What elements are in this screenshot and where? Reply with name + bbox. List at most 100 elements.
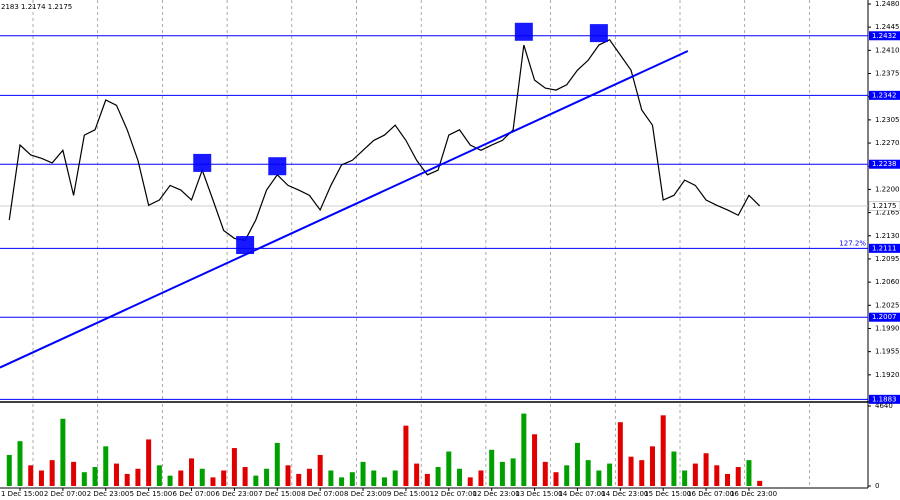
volume-bar — [221, 470, 227, 486]
volume-bar — [71, 461, 77, 486]
volume-bar — [457, 468, 463, 486]
volume-bar — [489, 449, 495, 486]
volume-bar — [746, 460, 752, 486]
trendline — [0, 50, 689, 369]
volume-bar — [403, 425, 409, 486]
volume-bar — [274, 442, 280, 486]
y-tick-label: 0 — [875, 482, 879, 490]
current-price-box — [868, 201, 900, 211]
y-tick-label: 1.2305 — [875, 116, 900, 124]
level-label: 1.2238 — [872, 160, 897, 168]
volume-bar — [564, 465, 570, 486]
volume-bar — [81, 472, 87, 486]
x-tick-label: 12 Dec 23:00 — [473, 490, 520, 498]
volume-bar — [424, 473, 430, 486]
volume-bar — [253, 475, 259, 486]
header-prices: 2183 1.2174 1.2175 — [1, 3, 72, 11]
volume-bar — [371, 470, 377, 486]
volume-bar — [414, 463, 420, 486]
volume-bar — [521, 413, 527, 486]
y-tick-label: 1.2445 — [875, 23, 900, 31]
x-tick-label: 7 Dec 15:00 — [258, 490, 301, 498]
volume-bar — [510, 458, 516, 486]
y-tick-label: 1.2410 — [875, 46, 900, 54]
x-tick-label: 13 Dec 15:00 — [516, 490, 563, 498]
volume-bar — [285, 465, 291, 486]
volume-bar — [49, 460, 55, 486]
y-tick-label: 1.1990 — [875, 324, 900, 332]
x-tick-label: 16 Dec 07:00 — [687, 490, 734, 498]
x-tick-label: 15 Dec 15:00 — [644, 490, 691, 498]
volume-bar — [649, 446, 655, 486]
price-line — [8, 38, 761, 242]
y-tick-label: 1.1920 — [875, 371, 900, 379]
signal-marker — [589, 24, 608, 43]
volume-bar — [156, 465, 162, 486]
x-tick-label: 6 Dec 23:00 — [215, 490, 258, 498]
volume-bar — [585, 460, 591, 486]
volume-bar — [596, 470, 602, 486]
volume-bar — [339, 477, 345, 486]
x-tick-label: 2 Dec 23:00 — [87, 490, 130, 498]
y-tick-label: 1.2025 — [875, 301, 900, 309]
volume-bar — [714, 465, 720, 486]
x-tick-label: 12 Dec 07:00 — [430, 490, 477, 498]
x-tick-label: 14 Dec 23:00 — [601, 490, 648, 498]
volume-bar — [703, 453, 709, 486]
volume-bar — [467, 477, 473, 486]
x-tick-label: 1 Dec 15:00 — [1, 490, 44, 498]
y-tick-label: 1.2200 — [875, 185, 900, 193]
volume-bar — [296, 473, 302, 486]
x-tick-label: 6 Dec 07:00 — [173, 490, 216, 498]
x-tick-label: 9 Dec 15:00 — [387, 490, 430, 498]
volume-bar — [60, 418, 66, 486]
level-label: 1.2432 — [872, 32, 897, 40]
volume-bar — [306, 468, 312, 486]
y-tick-label: 1.2060 — [875, 278, 900, 286]
y-tick-label: 1.2165 — [875, 209, 900, 217]
y-tick-label: 1.2130 — [875, 232, 900, 240]
level-box — [869, 312, 900, 322]
level-label: 1.1883 — [872, 395, 897, 403]
volume-bar — [692, 463, 698, 486]
volume-bar — [28, 465, 34, 486]
volume-bar — [242, 467, 248, 486]
volume-bar — [532, 434, 538, 486]
volume-bar — [682, 470, 688, 486]
volume-bar — [671, 451, 677, 486]
volume-bar — [103, 446, 109, 486]
volume-bar — [135, 468, 141, 486]
grid — [32, 0, 810, 488]
level-box — [869, 90, 900, 100]
volume-bar — [617, 422, 623, 486]
volume-bar — [264, 468, 270, 486]
x-tick-label: 2 Dec 07:00 — [44, 490, 87, 498]
level-label: 1.2111 — [872, 244, 897, 252]
volume-bar — [574, 442, 580, 486]
volume-bar — [628, 456, 634, 486]
volume-bar — [317, 454, 323, 486]
y-tick-label: 4640 — [875, 402, 893, 410]
volume-bar — [210, 477, 216, 486]
volume-bar — [660, 415, 666, 486]
volume-bar — [478, 470, 484, 486]
y-tick-label: 1.2095 — [875, 255, 900, 263]
volume-bar — [124, 473, 130, 486]
y-tick-label: 1.2270 — [875, 139, 900, 147]
volume-bar — [499, 461, 505, 486]
volume-bar — [360, 461, 366, 486]
volume-bar — [6, 454, 12, 486]
volume-bar — [735, 467, 741, 486]
volume-bar — [757, 480, 763, 486]
volume-bar — [167, 475, 173, 486]
volume-bar — [381, 477, 387, 486]
volume-bar — [435, 467, 441, 486]
level-box — [869, 31, 900, 41]
volume-bar — [38, 470, 44, 486]
volume-bar — [542, 461, 548, 486]
y-tick-label: 1.1955 — [875, 348, 900, 356]
level-box — [869, 394, 900, 404]
signal-marker — [236, 236, 255, 255]
volume-bar — [349, 472, 355, 486]
